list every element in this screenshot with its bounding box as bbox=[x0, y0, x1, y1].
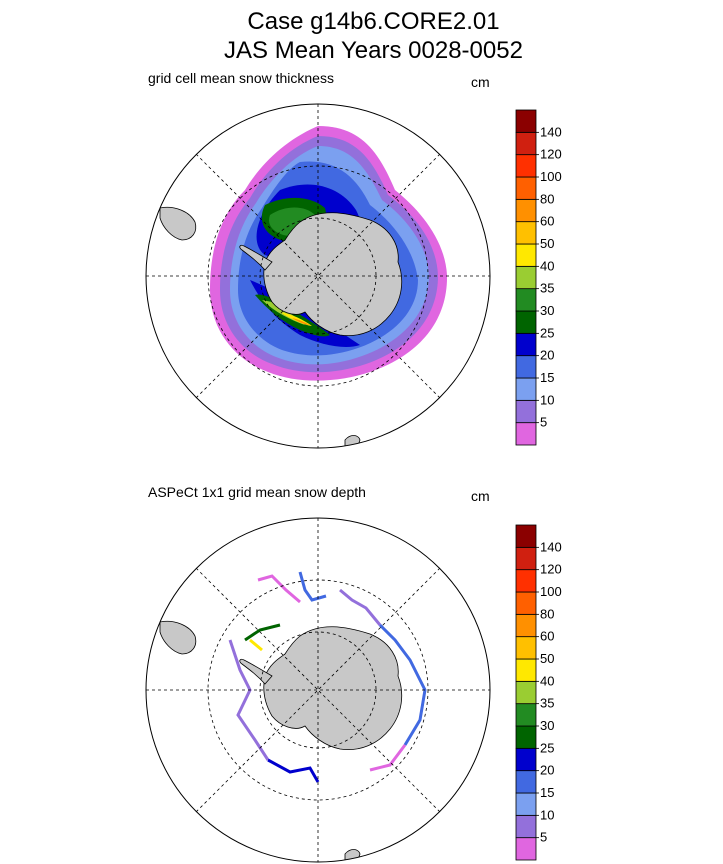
colorbar-swatch bbox=[515, 221, 537, 245]
plot1-colorbar: 5 10 15 20 25 30 35 40 50 60 80 100 120 140 bbox=[515, 109, 562, 446]
colorbar-tick-label: 100 bbox=[540, 584, 562, 599]
colorbar-tick-label: 30 bbox=[540, 718, 554, 733]
colorbar-tick-label: 5 bbox=[540, 830, 547, 845]
antarctica-continent bbox=[263, 212, 403, 337]
obs-track-4 bbox=[378, 623, 427, 746]
plot2-boundary bbox=[145, 517, 491, 863]
colorbar-swatch bbox=[515, 725, 537, 749]
colorbar-swatch bbox=[515, 636, 537, 660]
colorbar-swatch bbox=[515, 814, 537, 839]
colorbar-tick-label: 5 bbox=[540, 415, 547, 430]
colorbar-tick-label: 15 bbox=[540, 785, 554, 800]
colorbar-tick-label: 80 bbox=[540, 191, 554, 206]
colorbar-tick-label: 40 bbox=[540, 258, 554, 273]
colorbar-tick-label: 140 bbox=[540, 539, 562, 554]
colorbar-tick-label: 10 bbox=[540, 392, 554, 407]
colorbar-swatch bbox=[515, 747, 537, 772]
new-zealand bbox=[344, 435, 361, 448]
colorbar-tick-label: 10 bbox=[540, 807, 554, 822]
plot1-boundary bbox=[145, 103, 491, 449]
obs-track-6 bbox=[228, 639, 270, 761]
colorbar-swatch bbox=[515, 399, 537, 424]
colorbar-tick-label: 120 bbox=[540, 562, 562, 577]
plot2-units: cm bbox=[471, 488, 490, 504]
colorbar-tick-label: 60 bbox=[540, 629, 554, 644]
antarctic-peninsula bbox=[239, 244, 273, 271]
colorbar-swatch bbox=[515, 658, 537, 682]
obs-track-3 bbox=[339, 588, 382, 626]
antarctica-continent-2 bbox=[263, 626, 403, 751]
colorbar-swatch bbox=[515, 198, 537, 223]
colorbar-swatch bbox=[515, 569, 537, 593]
colorbar-swatch bbox=[515, 377, 537, 401]
colorbar-swatch bbox=[515, 546, 537, 571]
figure-title-line1: Case g14b6.CORE2.01 bbox=[247, 8, 500, 35]
plot1-units: cm bbox=[471, 74, 490, 90]
colorbar-tick-label: 15 bbox=[540, 370, 554, 385]
colorbar-tick-label: 50 bbox=[540, 651, 554, 666]
obs-track-2 bbox=[298, 571, 327, 602]
colorbar-swatch bbox=[515, 837, 537, 861]
plot2-graticule bbox=[146, 518, 490, 862]
obs-track-7 bbox=[267, 758, 320, 783]
obs-track-1 bbox=[257, 574, 301, 604]
colorbar-tick-label: 35 bbox=[540, 696, 554, 711]
colorbar-swatch bbox=[515, 613, 537, 638]
obs-track-8 bbox=[249, 638, 263, 652]
colorbar-swatch bbox=[515, 524, 537, 548]
plot1-graticule bbox=[146, 104, 490, 448]
colorbar-tick-label: 20 bbox=[540, 763, 554, 778]
plot2-colorbar: 5 10 15 20 25 30 35 40 50 60 80 100 120 140 bbox=[515, 524, 562, 861]
colorbar-tick-label: 80 bbox=[540, 606, 554, 621]
colorbar-tick-label: 25 bbox=[540, 325, 554, 340]
plot1-map bbox=[145, 103, 491, 449]
colorbar-tick-label: 25 bbox=[540, 740, 554, 755]
colorbar-swatch bbox=[515, 131, 537, 156]
colorbar-tick-label: 140 bbox=[540, 124, 562, 139]
colorbar-tick-label: 20 bbox=[540, 348, 554, 363]
colorbar-swatch bbox=[515, 591, 537, 615]
figure-title-line2: JAS Mean Years 0028-0052 bbox=[224, 37, 523, 64]
obs-track-5 bbox=[369, 744, 407, 772]
colorbar-tick-label: 60 bbox=[540, 214, 554, 229]
colorbar-swatch bbox=[515, 265, 537, 290]
colorbar-tick-label: 120 bbox=[540, 147, 562, 162]
antarctic-peninsula-2 bbox=[239, 658, 273, 685]
colorbar-swatch bbox=[515, 355, 537, 379]
colorbar-swatch bbox=[515, 332, 537, 357]
colorbar-swatch bbox=[515, 154, 537, 178]
new-zealand-2 bbox=[344, 849, 361, 862]
colorbar-tick-label: 50 bbox=[540, 236, 554, 251]
field-band-60cm bbox=[292, 318, 310, 325]
plot1-title: grid cell mean snow thickness bbox=[148, 70, 334, 86]
colorbar-tick-label: 35 bbox=[540, 281, 554, 296]
plot2-map bbox=[145, 517, 491, 863]
colorbar-swatch bbox=[515, 288, 537, 312]
colorbar-tick-label: 100 bbox=[540, 169, 562, 184]
colorbar-swatch bbox=[515, 770, 537, 794]
obs-track-9 bbox=[244, 623, 281, 642]
colorbar-tick-label: 40 bbox=[540, 673, 554, 688]
colorbar-swatch bbox=[515, 703, 537, 727]
plot2-title: ASPeCt 1x1 grid mean snow depth bbox=[148, 484, 366, 500]
colorbar-swatch bbox=[515, 792, 537, 816]
colorbar-swatch bbox=[515, 310, 537, 334]
plot2-observations bbox=[228, 571, 427, 783]
south-america bbox=[159, 206, 197, 241]
colorbar-swatch bbox=[515, 109, 537, 133]
colorbar-swatch bbox=[515, 680, 537, 705]
colorbar-swatch bbox=[515, 176, 537, 200]
colorbar-tick-label: 30 bbox=[540, 303, 554, 318]
south-america-2 bbox=[159, 620, 197, 655]
colorbar-swatch bbox=[515, 422, 537, 446]
colorbar-swatch bbox=[515, 243, 537, 267]
